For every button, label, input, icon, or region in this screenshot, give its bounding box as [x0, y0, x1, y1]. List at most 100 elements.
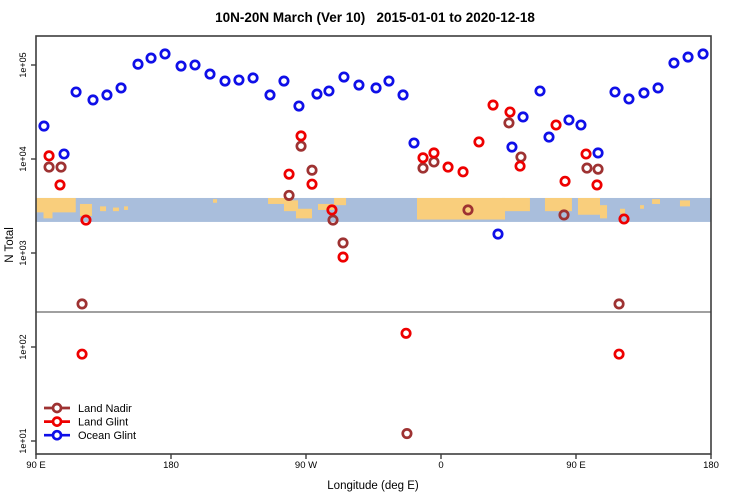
data-point-land-glint: [295, 130, 307, 142]
data-point-land-nadir: [417, 162, 429, 174]
data-point-ocean-glint: [70, 86, 82, 98]
x-tick-label: 90 E: [566, 460, 586, 471]
data-point-ocean-glint: [145, 52, 157, 64]
data-point-ocean-glint: [506, 141, 518, 153]
data-point-land-glint: [457, 166, 469, 178]
map-band-land: [679, 200, 690, 207]
data-point-ocean-glint: [38, 120, 50, 132]
data-point-land-glint: [428, 147, 440, 159]
data-point-land-nadir: [283, 189, 295, 201]
x-tick-label: 90 W: [295, 460, 317, 471]
data-point-ocean-glint: [189, 59, 201, 71]
data-point-land-nadir: [401, 428, 413, 440]
data-point-land-glint: [43, 150, 55, 162]
map-band-land: [619, 208, 626, 214]
data-point-ocean-glint: [668, 57, 680, 69]
data-point-ocean-glint: [592, 147, 604, 159]
data-point-land-glint: [337, 251, 349, 263]
data-point-ocean-glint: [264, 89, 276, 101]
data-point-ocean-glint: [101, 89, 113, 101]
plot-generated-content: 1e+01 1e+02 1e+03 1e+04 1e+05 90 E 180 90 W 0 90 …: [18, 35, 719, 471]
data-point-ocean-glint: [623, 93, 635, 105]
x-axis-label: Longitude (deg E): [327, 480, 419, 492]
map-band-land: [112, 207, 119, 212]
map-band-land: [640, 205, 644, 209]
chart-title: 10N-20N March (Ver 10) 2015-01-01 to 202…: [215, 10, 535, 25]
data-point-ocean-glint: [293, 100, 305, 112]
x-tick-label: 180: [163, 460, 179, 471]
data-point-land-nadir: [76, 298, 88, 310]
data-point-land-nadir: [581, 162, 593, 174]
map-band-land: [334, 197, 347, 206]
data-point-land-glint: [80, 214, 92, 226]
data-point-land-glint: [580, 148, 592, 160]
map-band-land: [417, 197, 506, 220]
legend-marker: [51, 402, 63, 414]
legend-label: Land Nadir: [78, 403, 132, 415]
data-point-land-glint: [283, 168, 295, 180]
data-point-ocean-glint: [563, 114, 575, 126]
data-point-land-glint: [618, 213, 630, 225]
data-point-ocean-glint: [638, 87, 650, 99]
data-point-ocean-glint: [682, 51, 694, 63]
data-point-ocean-glint: [175, 60, 187, 72]
x-tick-label: 180: [703, 460, 719, 471]
data-point-land-nadir: [503, 117, 515, 129]
data-point-ocean-glint: [534, 85, 546, 97]
legend-marker: [51, 429, 63, 441]
y-tick-label: 1e+04: [18, 146, 28, 171]
data-point-ocean-glint: [397, 89, 409, 101]
legend-label: Ocean Glint: [78, 430, 136, 442]
y-axis-label: N Total: [4, 227, 16, 263]
data-point-ocean-glint: [652, 82, 664, 94]
map-band-land: [124, 206, 128, 210]
map-band-land: [544, 197, 572, 212]
map-band-land: [79, 203, 92, 216]
data-point-land-nadir: [428, 156, 440, 168]
x-tick-label: 90 E: [26, 460, 46, 471]
map-band-land: [295, 208, 312, 219]
data-point-land-glint: [504, 106, 516, 118]
data-point-land-glint: [442, 161, 454, 173]
data-point-land-glint: [76, 348, 88, 360]
map-band-land: [652, 199, 660, 204]
data-point-land-glint: [326, 204, 338, 216]
data-point-ocean-glint: [159, 48, 171, 60]
data-point-land-nadir: [337, 237, 349, 249]
data-point-ocean-glint: [517, 111, 529, 123]
data-point-ocean-glint: [353, 79, 365, 91]
map-band-land: [213, 199, 218, 203]
data-point-land-glint: [400, 327, 412, 339]
data-point-ocean-glint: [87, 94, 99, 106]
map-band-land: [100, 206, 107, 212]
data-point-land-glint: [550, 119, 562, 131]
data-point-land-glint: [473, 136, 485, 148]
y-tick-label: 1e+03: [18, 240, 28, 265]
legend-marker: [51, 416, 63, 427]
data-point-land-nadir: [306, 164, 318, 176]
data-point-land-glint: [487, 99, 499, 111]
data-point-ocean-glint: [609, 86, 621, 98]
data-point-land-glint: [514, 160, 526, 172]
data-point-ocean-glint: [697, 48, 709, 60]
x-tick-label: 0: [438, 460, 443, 471]
map-band-land: [502, 197, 530, 212]
data-point-ocean-glint: [278, 75, 290, 87]
data-point-ocean-glint: [219, 75, 231, 87]
data-point-land-nadir: [295, 140, 307, 152]
data-point-ocean-glint: [323, 85, 335, 97]
map-band-land: [318, 203, 335, 210]
data-point-land-glint: [54, 179, 66, 191]
data-point-land-nadir: [462, 204, 474, 216]
y-tick-label: 1e+05: [18, 52, 28, 77]
data-point-ocean-glint: [233, 74, 245, 86]
map-band-land: [43, 209, 53, 219]
data-point-land-nadir: [613, 298, 625, 310]
data-point-ocean-glint: [204, 68, 216, 80]
data-point-land-nadir: [558, 209, 570, 221]
data-point-land-nadir: [515, 151, 527, 163]
data-point-land-nadir: [55, 161, 67, 173]
data-point-land-nadir: [592, 163, 604, 175]
